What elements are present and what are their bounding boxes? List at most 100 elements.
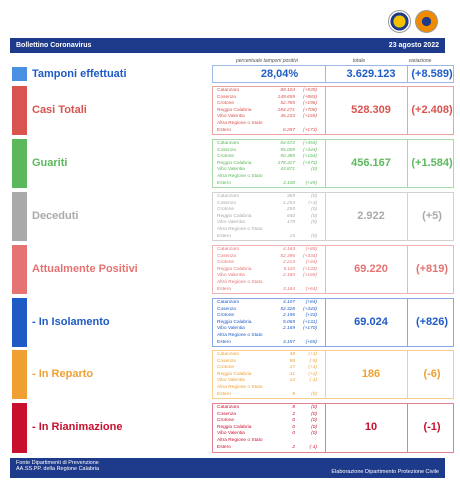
section-isolamento: - In Isolamento Catanzaro 4.107 (+84) Cosen…: [12, 298, 454, 347]
col-total-header: totale: [352, 58, 366, 64]
casi-province-list: Catanzaro 89.104 (+539) Cosenza 149.659 (+883…: [217, 88, 317, 134]
province-row: Reggio Calabria 41 (+2): [217, 372, 317, 379]
province-value: 1.254: [282, 200, 295, 206]
province-row: Vibo Valentia 0 (0): [217, 431, 317, 438]
province-row: Catanzaro 369 (0): [217, 194, 317, 201]
province-name: Altra Regione o Stato Estero: [217, 173, 263, 186]
col-percent-header: percentuale tamponi positivi: [236, 58, 298, 64]
province-value: 46.233: [280, 114, 295, 120]
province-value: 6.287: [282, 127, 295, 133]
province-name: Crotone: [217, 101, 235, 107]
tamponi-percent: 28,04%: [260, 68, 299, 80]
section-casi: Casi Totali Catanzaro 89.104 (+539) Cosenza…: [12, 86, 454, 135]
province-delta: (+2): [308, 371, 317, 377]
province-name: Altra Regione o Stato Estero: [217, 384, 263, 397]
attuali-province-list: Catanzaro 4.163 (+85) Cosenza 52.396 (+334) Cr…: [217, 247, 317, 293]
province-row: Crotone 2.213 (+34): [217, 260, 317, 267]
province-delta: (+49): [305, 180, 317, 186]
province-row: Cosenza 149.659 (+883): [217, 95, 317, 102]
deceduti-color-bar: [12, 192, 27, 241]
province-name: Cosenza: [217, 253, 236, 259]
deceduti-variation: (+5): [422, 209, 442, 222]
province-delta: (+573): [303, 160, 317, 166]
province-name: Crotone: [217, 313, 235, 319]
province-delta: (-9): [309, 358, 317, 364]
province-delta: (+173): [303, 127, 317, 133]
tamponi-variation: (+8.589): [411, 68, 453, 80]
province-name: Vibo Valentia: [217, 273, 245, 279]
header-bar: Bollettino Coronavirus 23 agosto 2022: [10, 38, 445, 53]
col-variation-header: variazione: [408, 58, 432, 64]
province-delta: (+708): [303, 107, 317, 113]
province-value: 41: [289, 371, 295, 377]
province-delta: (0): [311, 194, 317, 199]
province-name: Altra Regione o Stato Estero: [217, 279, 263, 292]
isolamento-total: 69.024: [354, 315, 388, 328]
province-value: 52.785: [280, 101, 295, 107]
province-value: 2.196: [282, 313, 295, 319]
province-name: Reggio Calabria: [217, 424, 252, 430]
province-value: 15: [289, 233, 295, 239]
province-value: 48: [289, 352, 295, 357]
province-row: Reggio Calabria 5.110 (+133): [217, 267, 317, 274]
rianimazione-color-bar: [12, 403, 27, 453]
province-value: 178.327: [277, 160, 295, 166]
tamponi-color-bar: [12, 67, 27, 81]
province-name: Vibo Valentia: [217, 378, 245, 384]
province-delta: (0): [311, 207, 317, 213]
province-delta: (+169): [303, 114, 317, 120]
province-value: 179: [286, 220, 295, 226]
province-value: 5.069: [282, 319, 295, 325]
isolamento-color-bar: [12, 298, 27, 347]
tamponi-label: Tamponi effettuati: [32, 68, 127, 80]
province-delta: (+34): [305, 260, 317, 266]
province-name: Reggio Calabria: [217, 319, 252, 325]
province-row: Reggio Calabria 5.069 (+131): [217, 320, 317, 327]
province-value: 2.183: [282, 273, 295, 279]
province-name: Reggio Calabria: [217, 107, 252, 113]
province-row: Altra Regione o Stato Estero 15 (0): [217, 227, 317, 240]
deceduti-province-list: Catanzaro 369 (0) Cosenza 1.254 (+3) Crotone 25…: [217, 194, 317, 240]
province-name: Catanzaro: [217, 247, 240, 252]
province-value: 369: [286, 194, 295, 199]
province-delta: (0): [311, 418, 317, 424]
province-name: Vibo Valentia: [217, 220, 245, 226]
section-reparto: - In Reparto Catanzaro 48 (+1) Cosenza 58 (-9…: [12, 350, 454, 399]
province-value: 149.659: [277, 94, 295, 100]
province-row: Catanzaro 8 (0): [217, 405, 317, 412]
province-delta: (0): [311, 391, 317, 397]
province-value: 14: [289, 378, 295, 384]
reparto-variation: (-6): [423, 367, 441, 380]
province-value: 2.213: [282, 260, 295, 266]
casi-variation: (+2.408): [411, 103, 453, 116]
province-row: Catanzaro 84.572 (+454): [217, 141, 317, 148]
province-name: Altra Regione o Stato Estero: [217, 332, 263, 345]
footer-credit: Elaborazione Dipartimento Protezione Civ…: [331, 469, 439, 475]
province-value: 255: [286, 207, 295, 213]
province-row: Vibo Valentia 46.233 (+169): [217, 114, 317, 121]
attuali-total: 69.220: [354, 262, 388, 275]
header-title: Bollettino Coronavirus: [16, 42, 92, 49]
guariti-label: Guariti: [32, 156, 68, 169]
province-delta: (0): [311, 220, 317, 226]
casi-total: 528.309: [351, 103, 391, 116]
province-value: 2: [292, 411, 295, 417]
province-row: Catanzaro 48 (+1): [217, 352, 317, 359]
province-row: Altra Regione o Stato Estero 3.157 (+65): [217, 333, 317, 346]
province-name: Cosenza: [217, 306, 236, 312]
province-name: Cosenza: [217, 358, 236, 364]
isolamento-label: - In Isolamento: [32, 315, 110, 328]
deceduti-total: 2.922: [357, 209, 385, 222]
province-row: Cosenza 95.009 (+344): [217, 148, 317, 155]
province-name: Catanzaro: [217, 405, 240, 410]
province-value: 95.009: [280, 147, 295, 153]
protezione-civile-logo: [415, 10, 438, 33]
province-delta: (+343): [303, 306, 317, 312]
province-row: Altra Regione o Stato Estero 8 (0): [217, 385, 317, 398]
rianimazione-frame: [212, 403, 454, 453]
province-delta: (+3): [308, 200, 317, 206]
province-delta: (0): [311, 424, 317, 430]
reparto-color-bar: [12, 350, 27, 399]
casi-label: Casi Totali: [32, 103, 87, 116]
province-delta: (+1): [308, 365, 317, 371]
